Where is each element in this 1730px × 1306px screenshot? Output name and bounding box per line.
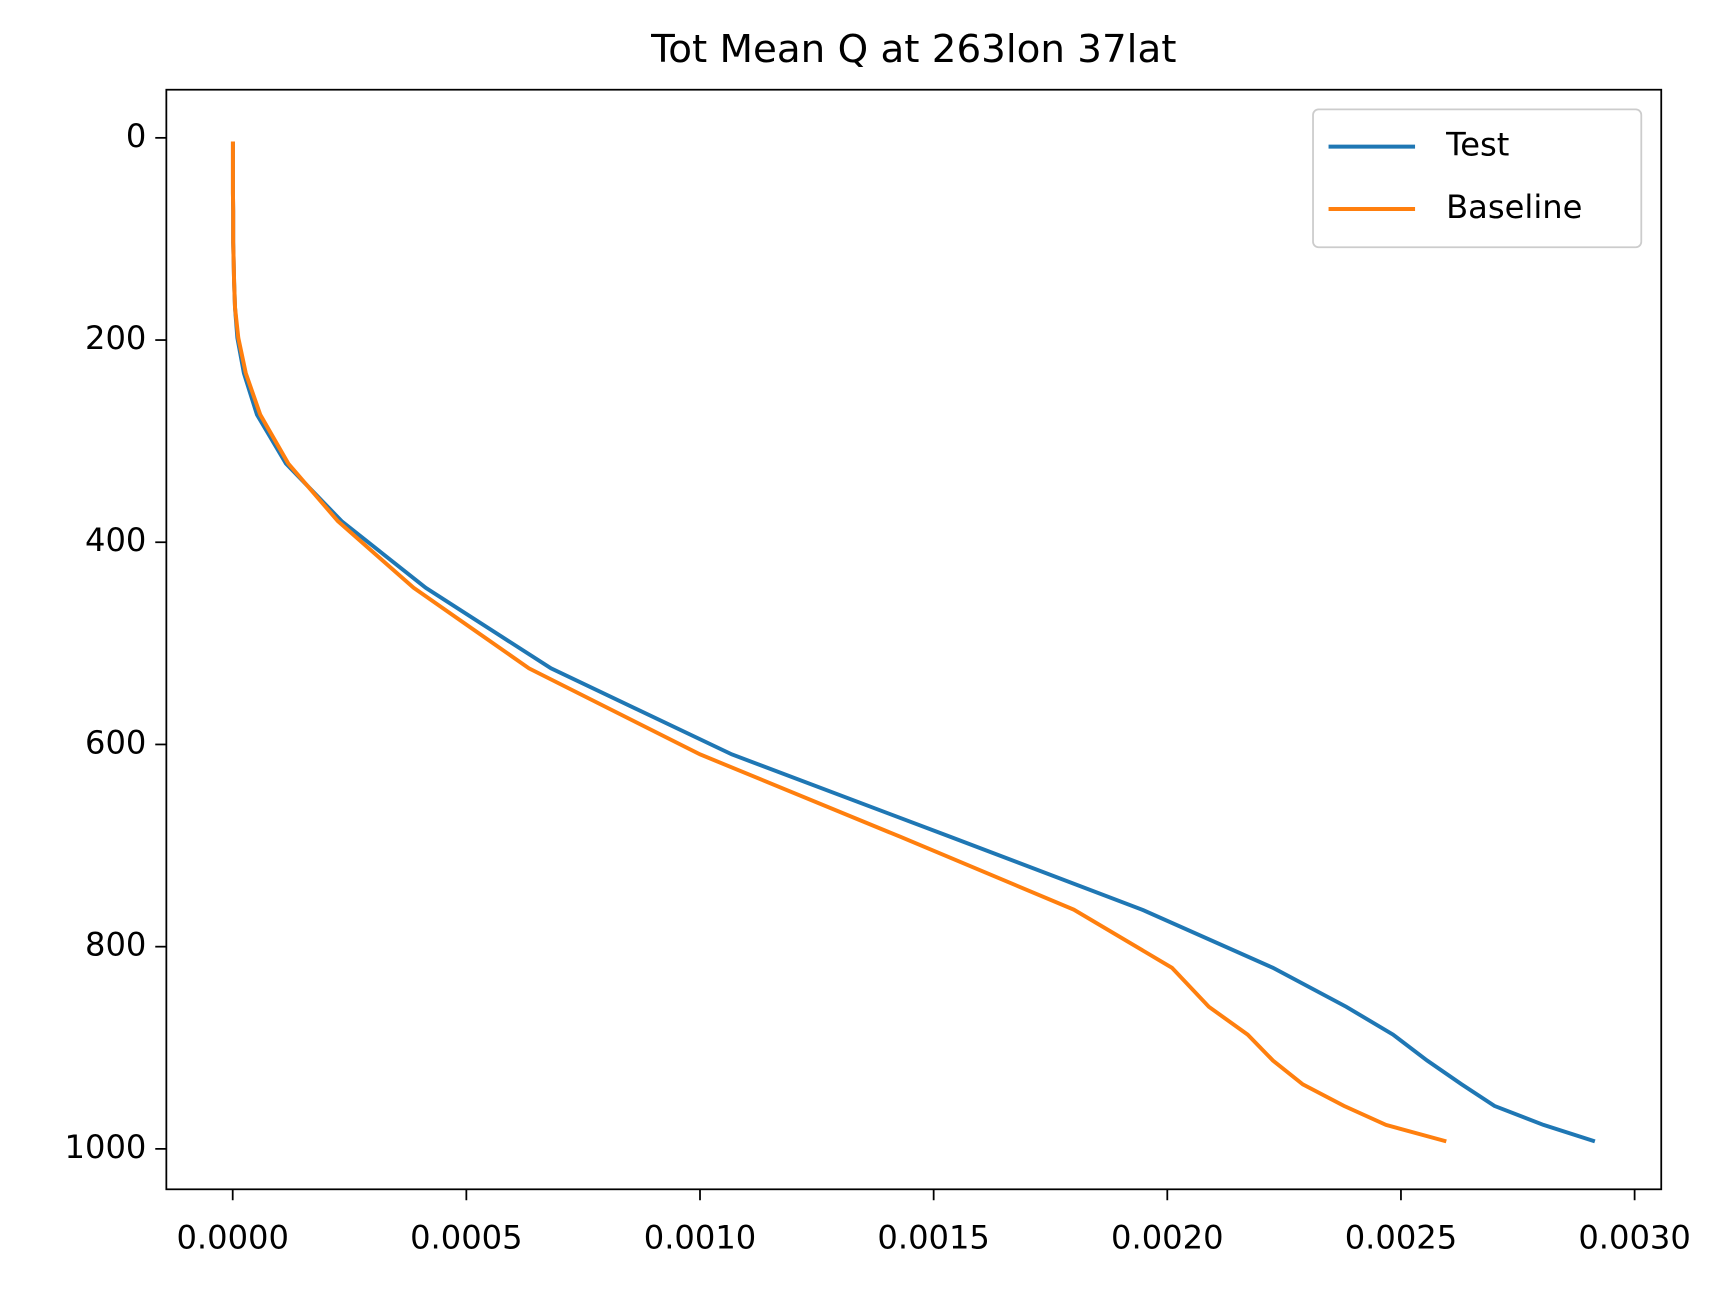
x-tick-label: 0.0030 (1578, 1219, 1691, 1257)
legend-label: Baseline (1446, 188, 1582, 226)
x-tick-label: 0.0020 (1111, 1219, 1224, 1257)
y-tick-label: 1000 (65, 1128, 147, 1166)
y-tick-label: 400 (85, 521, 146, 559)
x-tick-label: 0.0010 (644, 1219, 757, 1257)
series-line (230, 141, 1447, 1144)
series-line (230, 141, 1596, 1144)
y-tick-label: 0 (126, 117, 146, 155)
legend-label: Test (1445, 126, 1509, 164)
y-tick-label: 200 (85, 319, 146, 357)
y-tick-label: 600 (85, 724, 146, 762)
chart-title: Tot Mean Q at 263lon 37lat (650, 27, 1176, 72)
x-tick-label: 0.0005 (410, 1219, 523, 1257)
x-tick-label: 0.0025 (1345, 1219, 1458, 1257)
y-tick-label: 800 (85, 926, 146, 964)
x-tick-label: 0.0015 (877, 1219, 990, 1257)
axes-frame (165, 88, 1663, 1191)
x-tick-label: 0.0000 (176, 1219, 289, 1257)
legend-box (1312, 108, 1643, 249)
